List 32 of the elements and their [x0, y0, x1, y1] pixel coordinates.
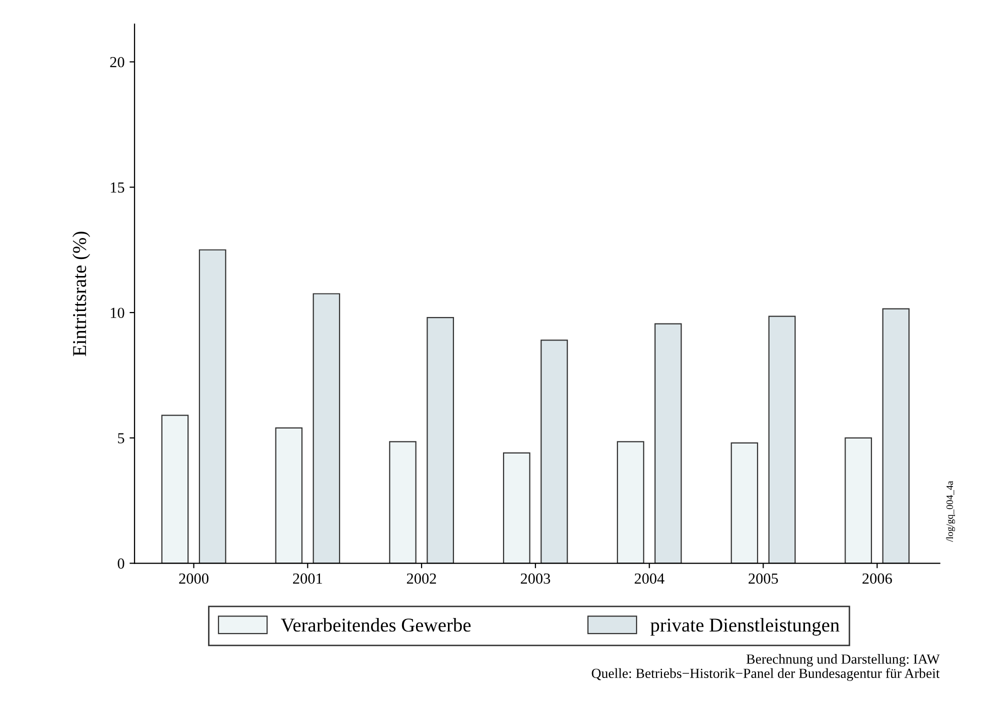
bar	[161, 414, 189, 564]
bar	[844, 437, 872, 564]
x-tick-label: 2003	[520, 573, 550, 584]
x-tick-label: 2006	[862, 573, 892, 584]
bar	[389, 441, 416, 564]
bar	[654, 323, 682, 564]
x-tick-label: 2000	[179, 573, 208, 584]
y-tick-label: 10	[110, 308, 124, 318]
bar	[768, 316, 796, 564]
y-tick-label: 5	[118, 433, 124, 444]
x-tick-label: 2002	[406, 573, 436, 584]
y-tick-label: 0	[118, 558, 124, 569]
text: Berechnung und Darstellung: IAW	[746, 654, 940, 667]
x-tick-label: 2004	[634, 573, 664, 584]
x-tick-label: 2001	[293, 573, 322, 584]
x-tick-label: 2005	[748, 573, 778, 584]
bar	[540, 340, 568, 564]
bar	[616, 441, 644, 564]
bar	[730, 442, 758, 564]
y-tick-label: 15	[110, 182, 124, 193]
y-axis-title: Eintrittsrate (%)	[72, 232, 90, 356]
bar	[275, 427, 303, 564]
legend-label: Verarbeitendes Gewerbe	[280, 618, 471, 632]
bar	[312, 293, 340, 564]
legend-label: private Dienstleistungen	[650, 618, 840, 636]
bar	[503, 452, 530, 564]
source-note: Quelle: Betriebs−Historik−Panel der Bundesagentur für Arbeit	[592, 668, 940, 681]
bar	[198, 249, 226, 564]
bar	[426, 317, 454, 564]
text: /log/gq_004_4a	[946, 480, 955, 542]
y-tick-label: 20	[110, 56, 124, 68]
bar	[882, 308, 910, 564]
